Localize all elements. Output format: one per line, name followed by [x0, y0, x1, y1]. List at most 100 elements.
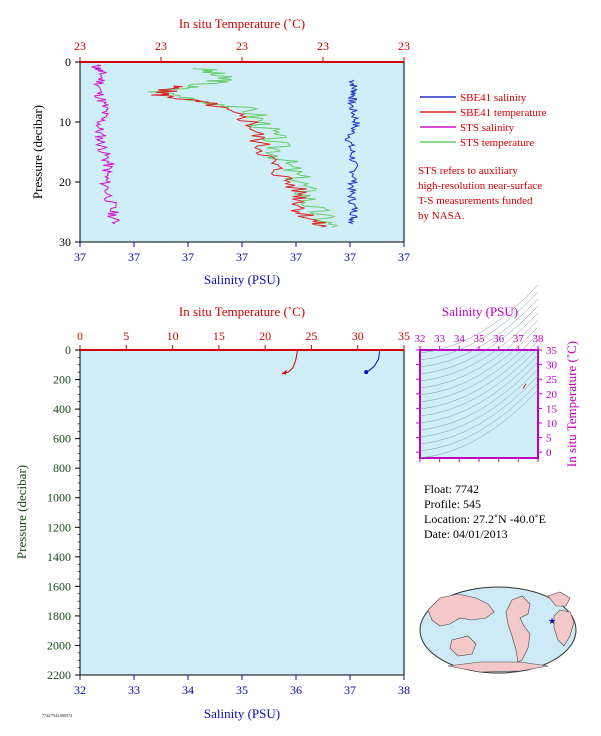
map-land-africa: [553, 609, 575, 647]
top-pressure-tick-label: 0: [65, 55, 71, 69]
bottom-sal-tick-label: 35: [236, 683, 248, 697]
bottom-pressure-tick-label: 800: [53, 461, 71, 475]
ts-density-contour: [419, 326, 539, 396]
info-profile: Profile: 545: [424, 497, 481, 511]
top-sal-tick-label: 37: [128, 250, 140, 264]
top-sal-tick-label: 37: [290, 250, 302, 264]
bottom-pressure-tick-label: 600: [53, 432, 71, 446]
bottom-temp-tick-label: 30: [352, 329, 364, 343]
bottom-pressure-tick-label: 200: [53, 373, 71, 387]
top-temp-ticks: 23 23 23 23 23: [74, 39, 410, 62]
ts-density-contour: [419, 319, 539, 389]
world-map: ★: [419, 586, 577, 674]
bottom-temp-tick-label: 35: [398, 329, 410, 343]
ts-temp-tick-label: 15: [546, 403, 558, 415]
top-temp-tick-label: 23: [398, 39, 410, 53]
bottom-sal-tick-label: 38: [398, 683, 410, 697]
top-sal-tick-label: 37: [344, 250, 356, 264]
ts-density-contour: [419, 291, 539, 361]
legend-label: SBE41 salinity: [460, 92, 527, 104]
ts-series-group: [522, 383, 527, 389]
ts-chart: 32 33 34 35 36 37 38 0 5 10 15 20 25 30 35 Salinity (…: [415, 284, 579, 467]
top-temp-tick-label: 23: [236, 39, 248, 53]
legend-note-line: T-S measurements funded: [418, 195, 533, 207]
ts-sal-tick-label: 32: [415, 333, 426, 345]
bottom-chart: 0 5 10 15 20 25 30 35 32 33 34 35 36 37 38 0 200 400 600…: [14, 304, 410, 721]
ts-sal-tick-label: 37: [513, 333, 525, 345]
top-temp-tick-label: 23: [317, 39, 329, 53]
top-temp-tick-label: 23: [155, 39, 167, 53]
bottom-pressure-tick-label: 1600: [47, 579, 71, 593]
top-temp-axis-title: In situ Temperature (˚C): [179, 16, 305, 31]
bottom-sal-tick-label: 32: [74, 683, 86, 697]
legend-label: STS temperature: [460, 137, 534, 149]
ts-density-contour: [419, 333, 539, 403]
top-pressure-tick-label: 10: [59, 115, 71, 129]
ts-sal-axis-title: Salinity (PSU): [442, 304, 518, 319]
legend-items: SBE41 salinity SBE41 temperature STS salin…: [420, 92, 547, 149]
bottom-sal-tick-label: 33: [128, 683, 140, 697]
top-series-line: [344, 79, 361, 225]
bottom-sal-tick-label: 37: [344, 683, 356, 697]
ts-temp-ticks: 0 5 10 15 20 25 30 35: [416, 345, 558, 459]
ts-temp-axis-title: In situ Temperature (˚C): [564, 341, 579, 467]
footer-code: 7742/7543.000574: [42, 713, 72, 718]
ts-sal-tick-label: 38: [533, 333, 545, 345]
map-float-marker: ★: [548, 616, 556, 626]
bottom-pressure-tick-label: 1000: [47, 491, 71, 505]
info-date: Date: 04/01/2013: [424, 527, 508, 541]
bottom-pressure-tick-label: 0: [65, 343, 71, 357]
legend: SBE41 salinity SBE41 temperature STS salin…: [418, 92, 547, 222]
bottom-temp-tick-label: 25: [305, 329, 317, 343]
legend-note-line: high-resolution near-surface: [418, 180, 542, 192]
bottom-temp-tick-label: 0: [77, 329, 83, 343]
legend-note-line: STS refers to auxiliary: [418, 165, 518, 177]
ts-temp-tick-label: 25: [546, 374, 558, 386]
legend-label: SBE41 temperature: [460, 107, 547, 119]
bottom-temperature-end-arrow: [281, 369, 287, 375]
top-plot-area: [79, 61, 405, 243]
ts-density-contour: [419, 382, 539, 452]
ts-density-contour: [419, 284, 539, 354]
bottom-pressure-tick-label: 2000: [47, 638, 71, 652]
ts-sal-tick-label: 34: [454, 333, 466, 345]
top-pressure-tick-label: 20: [59, 175, 71, 189]
bottom-pressure-tick-label: 400: [53, 402, 71, 416]
ts-density-contours: [419, 284, 539, 459]
top-series-group: [90, 64, 361, 228]
info-location: Location: 27.2˚N -40.0˚E: [424, 512, 546, 526]
bottom-series-group: [281, 349, 381, 375]
ts-density-contour: [419, 340, 539, 410]
bottom-temp-ticks: 0 5 10 15 20 25 30 35: [77, 329, 410, 350]
legend-note: STS refers to auxiliary high-resolution n…: [418, 165, 542, 222]
bottom-salinity-end-point: [364, 370, 369, 375]
bottom-pressure-tick-label: 2200: [47, 668, 71, 682]
ts-density-contour: [419, 389, 539, 459]
bottom-temp-tick-label: 5: [123, 329, 129, 343]
map-land-eurasia: [427, 593, 495, 627]
bottom-temp-tick-label: 15: [213, 329, 225, 343]
bottom-plot-area: [79, 349, 405, 676]
ts-temp-tick-label: 0: [546, 447, 552, 459]
ts-plot-area: [419, 349, 539, 459]
ts-temp-tick-label: 10: [546, 418, 558, 430]
bottom-sal-axis-title: Salinity (PSU): [204, 706, 280, 721]
top-pressure-ticks: 0 10 20 30: [59, 55, 80, 249]
bottom-pressure-tick-label: 1800: [47, 609, 71, 623]
top-temp-tick-label: 23: [74, 39, 86, 53]
top-sal-ticks: 37 37 37 37 37 37 37: [74, 242, 410, 264]
bottom-pressure-tick-label: 1400: [47, 550, 71, 564]
bottom-pressure-axis-title: Pressure (decibar): [14, 465, 29, 559]
top-series-line: [151, 85, 327, 228]
info-float: Float: 7742: [424, 482, 479, 496]
map-land-europe: [547, 591, 571, 607]
bottom-sal-ticks: 32 33 34 35 36 37 38: [74, 675, 410, 697]
ts-temp-tick-label: 20: [546, 389, 558, 401]
float-info: Float: 7742 Profile: 545 Location: 27.2˚…: [424, 482, 546, 541]
ts-sal-tick-label: 35: [474, 333, 486, 345]
bottom-sal-tick-label: 36: [290, 683, 302, 697]
ts-temp-tick-label: 30: [546, 360, 558, 372]
top-sal-tick-label: 37: [74, 250, 86, 264]
ts-temp-tick-label: 5: [546, 433, 552, 445]
